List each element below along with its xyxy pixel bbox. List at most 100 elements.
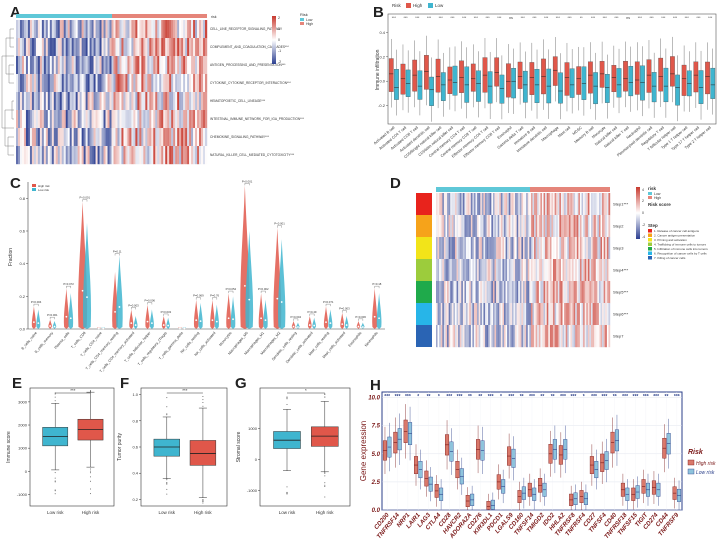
panel-a-cell <box>169 146 172 165</box>
panel-d-cell <box>488 303 490 326</box>
panel-a-cell <box>63 20 66 39</box>
panel-d-cell <box>565 215 568 238</box>
panel-d-cell <box>568 281 571 304</box>
panel-b-box-high <box>623 60 628 92</box>
panel-c-violin-high <box>258 293 264 329</box>
panel-d-cell <box>443 237 446 260</box>
panel-a-cell <box>187 146 190 165</box>
panel-d-cell <box>521 303 524 326</box>
panel-d-cell <box>473 237 476 260</box>
panel-a-cell <box>37 74 41 93</box>
panel-b-legend-high: High <box>413 3 423 8</box>
panel-b-box-low <box>534 69 540 103</box>
panel-d-cell <box>557 303 560 326</box>
panel-a-cell <box>205 110 208 129</box>
panel-a-cell <box>131 92 134 111</box>
panel-a-cell <box>97 92 100 111</box>
panel-e-frame <box>29 387 115 507</box>
panel-a-cell <box>133 20 136 39</box>
panel-c-pvalue: P<0.001 <box>274 222 285 226</box>
panel-g-outlier <box>286 493 288 495</box>
panel-f-ytick-label: 0.2 <box>132 497 138 502</box>
panel-a-cell <box>109 92 112 111</box>
panel-d-cell <box>459 303 462 326</box>
panel-d-cell <box>478 259 481 282</box>
panel-d-cell <box>560 303 563 326</box>
panel-a-cell <box>27 56 31 75</box>
panel-a-cell <box>201 20 204 39</box>
panel-a-cell <box>35 20 39 39</box>
panel-d-cell <box>587 325 590 348</box>
panel-d-cell <box>605 303 608 326</box>
panel-b-box-low <box>640 65 645 101</box>
panel-a-cell <box>45 56 49 75</box>
panel-b-box-high <box>681 64 687 96</box>
panel-d-cell <box>440 303 443 326</box>
panel-a-colorbar <box>272 16 276 64</box>
panel-d-cell <box>538 281 541 304</box>
panel-b-boxes <box>388 35 716 122</box>
panel-a-cell <box>171 20 174 39</box>
panel-d-cell <box>575 303 577 326</box>
panel-a-cell <box>41 38 45 57</box>
panel-a-cell <box>49 74 53 93</box>
panel-b-box-high <box>552 56 558 86</box>
panel-a-cell <box>107 74 110 93</box>
panel-a-cell <box>177 128 180 147</box>
panel-a-cell <box>99 38 102 57</box>
panel-d-cell <box>504 237 506 260</box>
panel-d-legend-low: Low <box>654 192 661 196</box>
panel-c-median-high <box>227 317 230 320</box>
panel-b-box-high <box>611 65 617 93</box>
panel-c-xlabel: T_cells_CD4_memory_resting <box>85 331 119 371</box>
panel-a-cell <box>113 110 116 129</box>
panel-d-cell <box>548 237 551 260</box>
panel-d-cell <box>597 193 600 216</box>
panel-d-cell <box>524 325 527 348</box>
panel-a-cell <box>175 146 178 165</box>
panel-d-cell <box>603 303 606 326</box>
panel-d-cell <box>557 281 560 304</box>
panel-b-box-high <box>646 59 652 93</box>
panel-b-box-low <box>569 68 575 98</box>
panel-c-median-low <box>215 320 218 323</box>
panel-d-cell <box>513 303 516 326</box>
panel-d-cell <box>549 259 552 282</box>
panel-d-cell <box>483 193 486 216</box>
panel-d-cell <box>530 303 533 326</box>
panel-f-outlier <box>202 500 204 502</box>
panel-a-cell <box>151 56 154 75</box>
panel-d-cell <box>554 237 557 260</box>
panel-b-sig-label: *** <box>673 16 678 20</box>
panel-a-cell <box>79 146 82 165</box>
panel-d-cell <box>436 237 438 260</box>
panel-d-cell <box>572 193 574 216</box>
panel-a-cell <box>159 38 162 57</box>
panel-d-cell <box>486 281 489 304</box>
panel-a-cell <box>151 146 154 165</box>
panel-e-ylabel: Immune score <box>6 431 12 463</box>
panel-d-cell <box>606 259 609 282</box>
panel-h-sig-label: * <box>417 394 419 400</box>
panel-a-cell <box>141 128 144 147</box>
panel-d-cell <box>530 193 533 216</box>
panel-a-cell <box>139 128 142 147</box>
panel-d-cell <box>451 303 454 326</box>
panel-d-cell <box>481 237 484 260</box>
panel-a-cell <box>133 38 136 57</box>
panel-a-cell <box>171 38 174 57</box>
panel-h-boxes <box>382 404 682 510</box>
panel-d-row-label: Step4*** <box>613 268 629 273</box>
panel-d-cell <box>515 325 517 348</box>
panel-a-cell <box>121 110 124 129</box>
panel-a-cell <box>101 146 104 165</box>
panel-a-cell <box>53 56 56 75</box>
panel-d-cell <box>527 281 530 304</box>
panel-a-cell <box>149 146 152 165</box>
panel-a-cell <box>65 74 68 93</box>
panel-d-cell <box>595 193 598 216</box>
panel-a-cell <box>33 56 37 75</box>
panel-a-cell <box>159 110 162 129</box>
panel-a-cell <box>193 38 196 57</box>
